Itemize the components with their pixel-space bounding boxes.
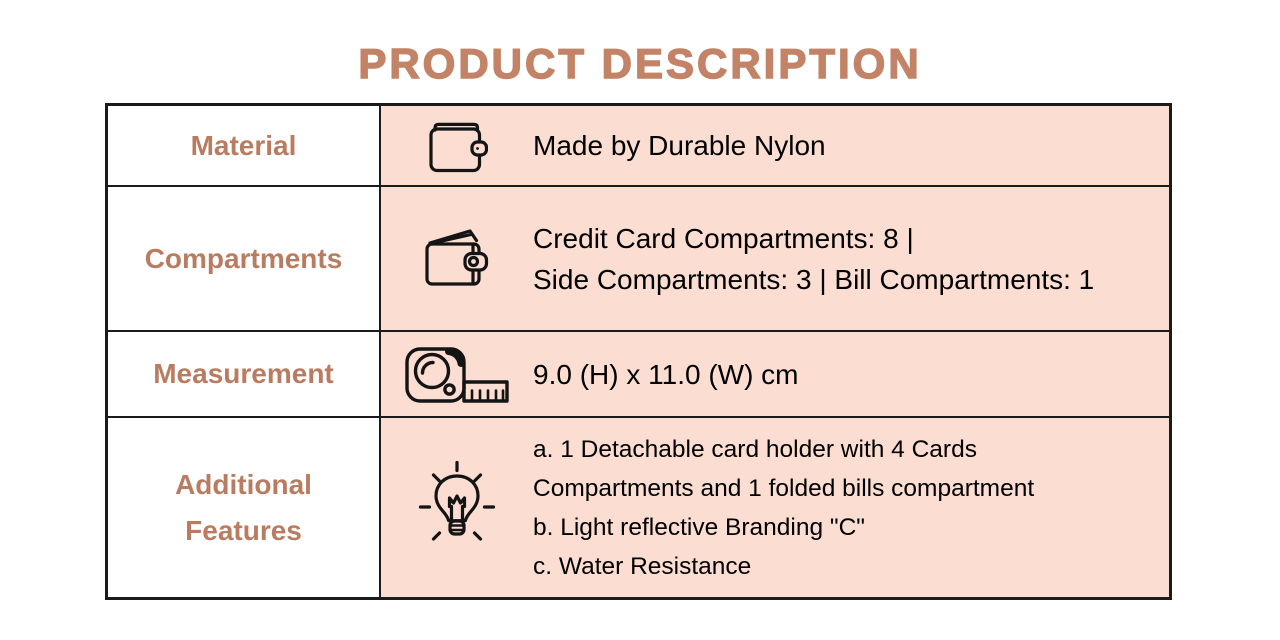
row-material-value-cell: Made by Durable Nylon — [381, 106, 1169, 187]
value-line: Credit Card Compartments: 8 | — [533, 222, 914, 254]
wallet-icon — [381, 118, 533, 174]
row-material-label-cell: Material — [108, 106, 381, 187]
tape-measure-icon — [381, 343, 533, 405]
value-line: Side Compartments: 3 | Bill Compartments… — [533, 263, 1095, 295]
lightbulb-icon — [381, 460, 533, 556]
row-additional-features-label: Additional Features — [175, 469, 312, 546]
row-compartments-value-cell: Credit Card Compartments: 8 | Side Compa… — [381, 187, 1169, 332]
wallet-bills-icon — [381, 225, 533, 293]
row-compartments-label-cell: Compartments — [108, 187, 381, 332]
value-line: b. Light reflective Branding "C" — [533, 513, 865, 541]
row-measurement-value-cell: 9.0 (H) x 11.0 (W) cm — [381, 332, 1169, 418]
row-compartments-label: Compartments — [144, 242, 343, 274]
row-measurement-label-cell: Measurement — [108, 332, 381, 418]
row-measurement-label: Measurement — [153, 358, 334, 390]
row-additional-features-value: a. 1 Detachable card holder with 4 Cards… — [533, 430, 1034, 586]
product-description-table: Material Made by Durable Nylon Compartme… — [105, 103, 1172, 600]
row-material-label: Material — [190, 129, 297, 161]
row-compartments-value: Credit Card Compartments: 8 | Side Compa… — [533, 218, 1094, 300]
value-line: Made by Durable Nylon — [533, 130, 826, 161]
value-line: a. 1 Detachable card holder with 4 Cards — [533, 435, 977, 463]
value-line: 9.0 (H) x 11.0 (W) cm — [533, 358, 799, 390]
row-measurement-value: 9.0 (H) x 11.0 (W) cm — [533, 354, 799, 395]
page-title: PRODUCT DESCRIPTION — [358, 39, 922, 87]
row-additional-features-value-cell: a. 1 Detachable card holder with 4 Cards… — [381, 418, 1169, 597]
value-line: c. Water Resistance — [533, 552, 752, 580]
value-line: Compartments and 1 folded bills compartm… — [533, 474, 1035, 502]
row-additional-features-label-cell: Additional Features — [108, 418, 381, 597]
row-material-value: Made by Durable Nylon — [533, 125, 826, 166]
